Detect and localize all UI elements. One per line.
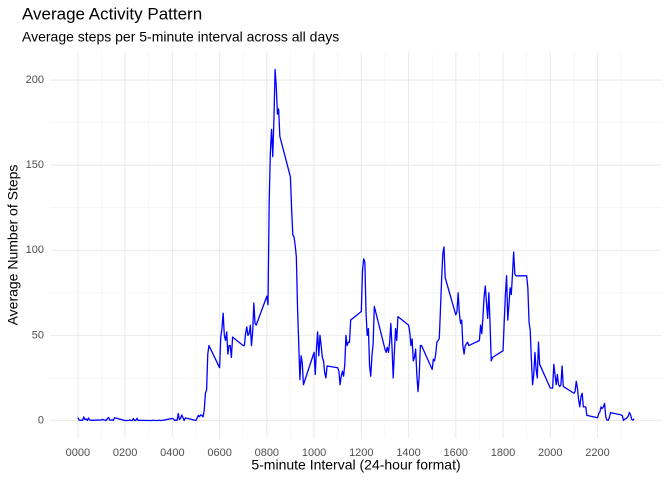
x-tick-label: 1800	[491, 447, 515, 459]
y-tick-label: 100	[26, 244, 44, 256]
chart-title: Average Activity Pattern	[22, 4, 202, 23]
x-tick-label: 2200	[585, 447, 609, 459]
x-tick-label: 2000	[538, 447, 562, 459]
x-tick-label: 0800	[255, 447, 279, 459]
x-tick-label: 1000	[302, 447, 326, 459]
y-tick-label: 200	[26, 74, 44, 86]
y-tick-label: 50	[32, 329, 44, 341]
x-axis-title: 5-minute Interval (24-hour format)	[251, 457, 460, 473]
x-tick-label: 0200	[113, 447, 137, 459]
x-tick-label: 0000	[66, 447, 90, 459]
y-tick-label: 0	[38, 414, 44, 426]
line	[77, 68, 635, 422]
chart-subtitle: Average steps per 5-minute interval acro…	[22, 29, 339, 45]
x-tick-label: 0400	[160, 447, 184, 459]
x-tick-label: 1600	[444, 447, 468, 459]
y-axis-title: Average Number of Steps	[5, 165, 21, 326]
y-tick-label: 150	[26, 159, 44, 171]
x-tick-label: 1200	[349, 447, 373, 459]
x-tick-label: 1400	[396, 447, 420, 459]
x-tick-label: 0600	[207, 447, 231, 459]
